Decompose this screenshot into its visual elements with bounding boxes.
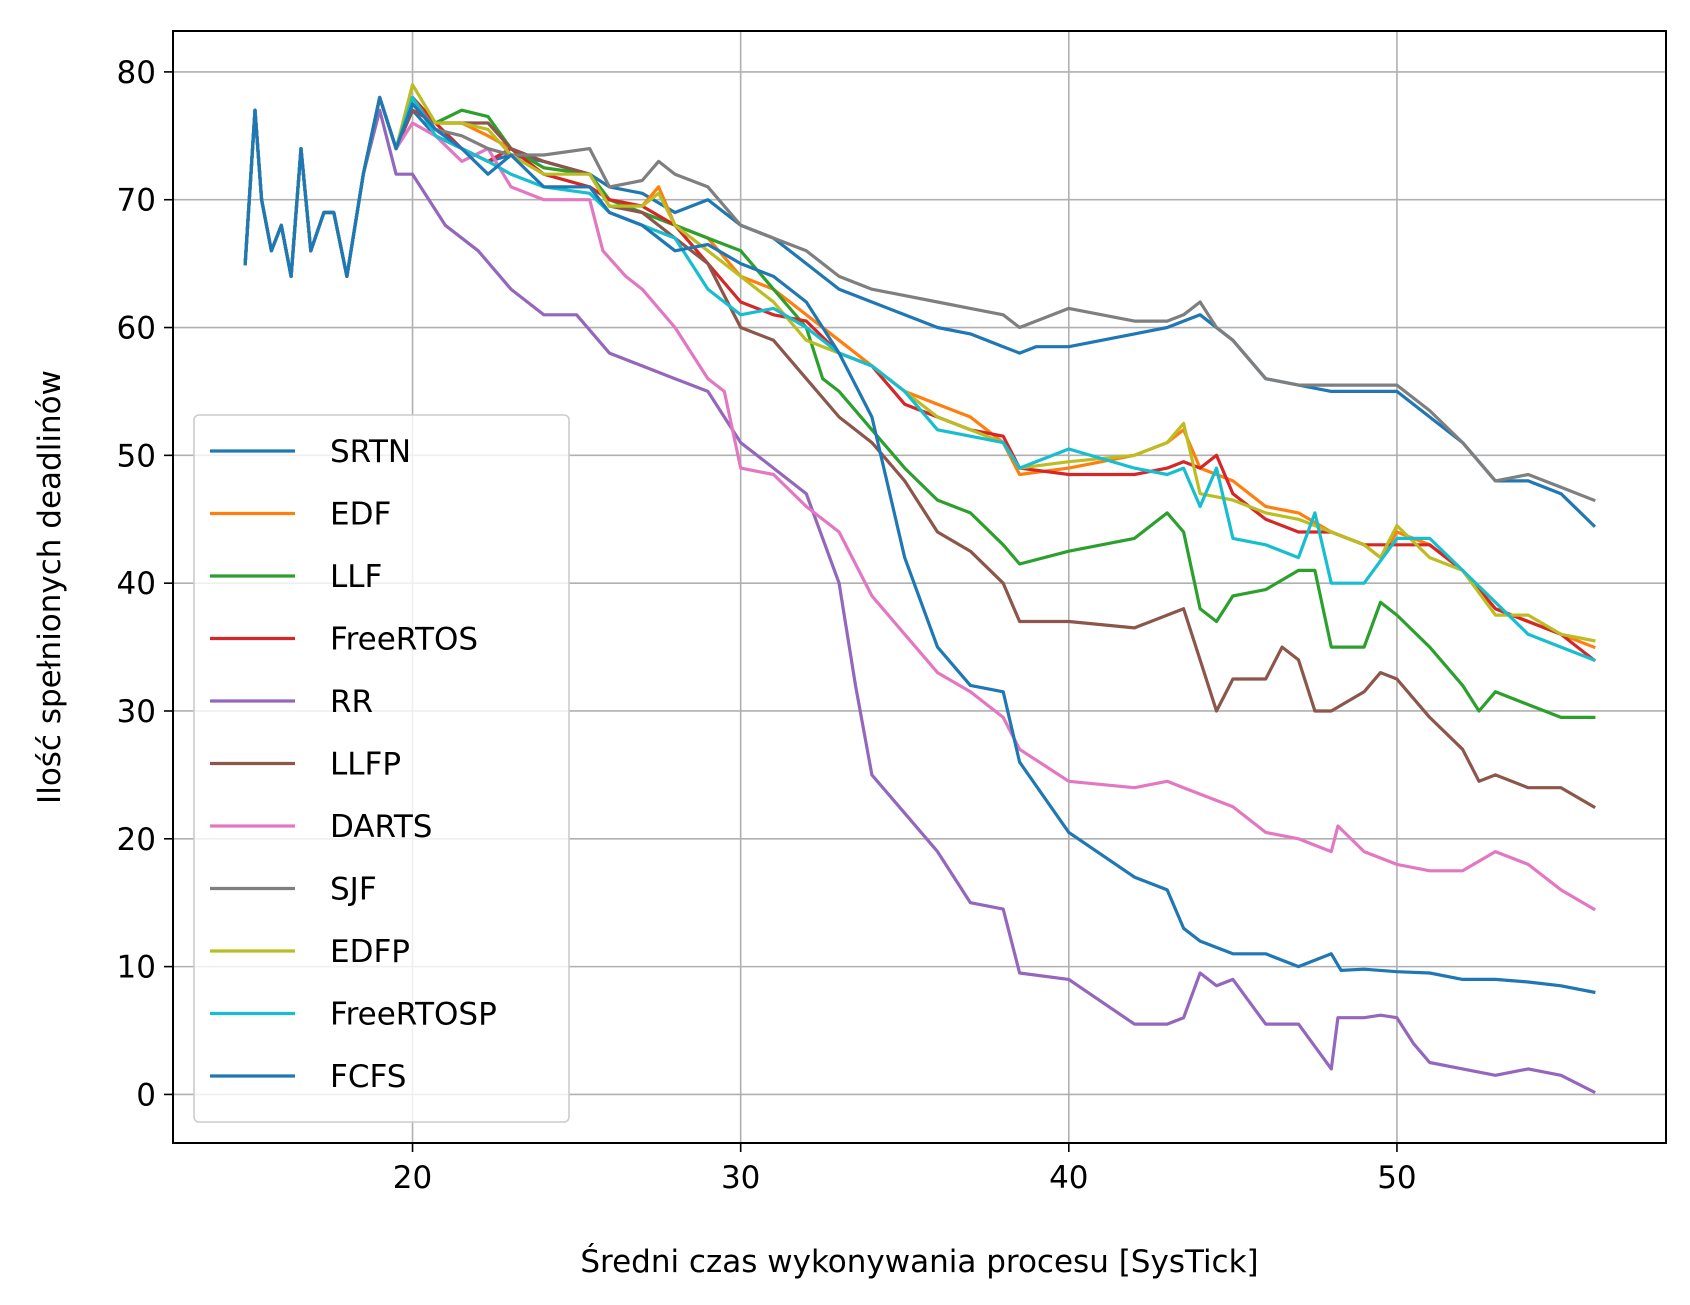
legend-box xyxy=(193,414,570,1123)
x-axis-label: Średni czas wykonywania procesu [SysTick… xyxy=(580,1243,1258,1280)
legend-label-rr: RR xyxy=(330,684,373,720)
x-tick-label: 40 xyxy=(1049,1160,1088,1196)
y-tick-label: 70 xyxy=(117,183,156,219)
series-lines xyxy=(243,83,1597,1095)
legend-label-sjf: SJF xyxy=(330,872,377,908)
y-tick-label: 20 xyxy=(117,822,156,858)
plot-frame xyxy=(172,30,1667,1144)
y-tick-label: 50 xyxy=(117,438,156,474)
axis-ticks: 20 30 40 50 0 10 20 30 40 50 60 70 80 xyxy=(117,55,1417,1196)
legend-label-freertosp: FreeRTOSP xyxy=(330,997,497,1033)
y-tick-label: 80 xyxy=(117,55,156,91)
y-tick-label: 10 xyxy=(117,950,156,986)
series-line-fcfs xyxy=(243,95,1596,995)
legend-label-llf: LLF xyxy=(330,559,382,595)
x-tick-label: 30 xyxy=(721,1160,760,1196)
y-tick-label: 0 xyxy=(136,1077,156,1113)
legend-label-darts: DARTS xyxy=(330,809,432,845)
legend-label-fcfs: FCFS xyxy=(330,1059,406,1095)
legend-label-srtn: SRTN xyxy=(330,434,411,470)
y-tick-label: 30 xyxy=(117,694,156,730)
x-tick-label: 20 xyxy=(393,1160,432,1196)
y-axis-label: Ilość spełnionych deadlinów xyxy=(32,370,68,804)
y-tick-label: 60 xyxy=(117,311,156,347)
x-tick-label: 50 xyxy=(1377,1160,1416,1196)
legend-label-freertos: FreeRTOS xyxy=(330,622,478,658)
legend: SRTN EDF LLF FreeRTOS RR LLFP DARTS SJF EDFP Free… xyxy=(193,414,570,1123)
y-tick-label: 40 xyxy=(117,566,156,602)
legend-label-llfp: LLFP xyxy=(330,747,401,783)
legend-label-edfp: EDFP xyxy=(330,934,410,970)
legend-label-edf: EDF xyxy=(330,497,391,533)
